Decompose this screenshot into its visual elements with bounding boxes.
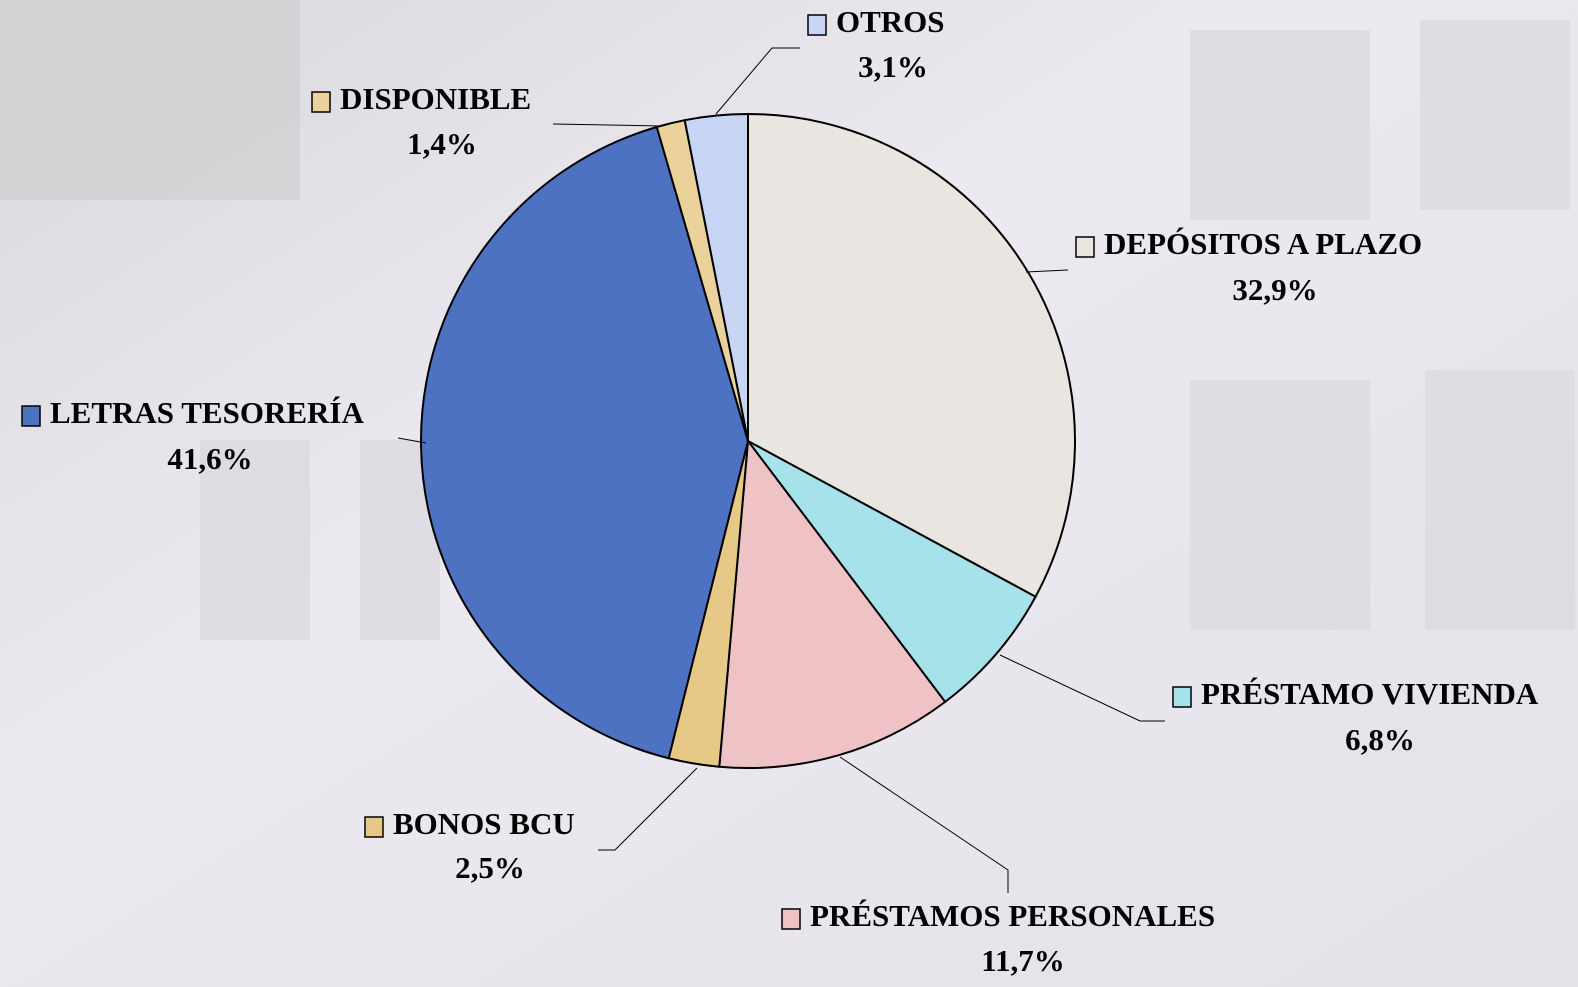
leader-line: [552, 123, 663, 127]
slice-label: DISPONIBLE: [340, 81, 531, 116]
background-windows: [0, 0, 1575, 640]
legend-swatch: [781, 908, 801, 930]
slice-label: LETRAS TESORERÍA: [50, 395, 364, 430]
slice-label: PRÉSTAMO VIVIENDA: [1201, 676, 1539, 711]
pie-slice: [747, 440, 1037, 704]
slice-value-label: 41,6%: [167, 441, 252, 476]
slice-value-label: 11,7%: [981, 943, 1065, 978]
slice-value-label: 32,9%: [1232, 272, 1317, 307]
slice-value-label: 1,4%: [407, 126, 477, 161]
legend-swatch: [364, 816, 384, 838]
slice-label: BONOS BCU: [393, 806, 575, 841]
legend-swatch: [21, 405, 41, 427]
pie-slice: [747, 112, 1076, 599]
pie-slice: [683, 112, 749, 442]
slice-label: PRÉSTAMOS PERSONALES: [810, 898, 1215, 933]
pie-slice: [420, 125, 750, 760]
leader-line: [1025, 269, 1069, 273]
slice-value-label: 6,8%: [1345, 722, 1415, 757]
leader-line: [397, 437, 427, 444]
legend-swatch: [807, 14, 827, 36]
leader-line: [839, 756, 1009, 893]
slice-label: OTROS: [836, 4, 945, 39]
slice-value-label: 2,5%: [455, 850, 525, 885]
leader-line: [999, 654, 1165, 722]
legend-swatch: [311, 91, 331, 113]
leader-line: [715, 47, 800, 115]
slice-value-label: 3,1%: [858, 49, 928, 84]
legend-swatch: [1075, 236, 1095, 258]
legend-swatch: [1172, 686, 1192, 708]
slice-label: DEPÓSITOS A PLAZO: [1104, 226, 1422, 261]
pie-slice: [718, 438, 947, 769]
leader-line: [598, 767, 698, 851]
